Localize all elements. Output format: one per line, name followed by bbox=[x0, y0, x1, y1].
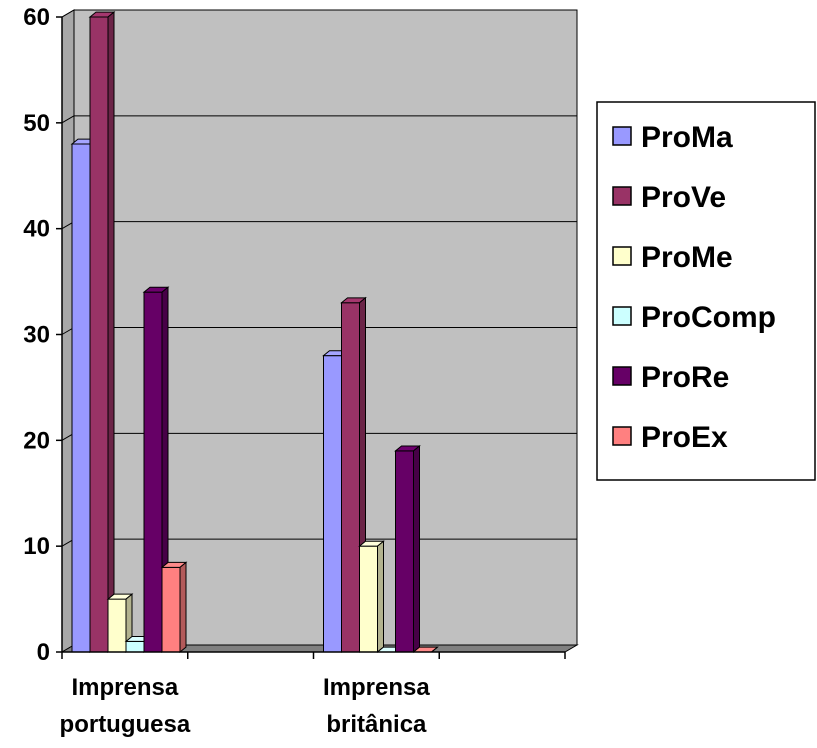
legend-swatch-ProVe bbox=[612, 186, 632, 206]
bar-side bbox=[431, 646, 438, 653]
y-tick-label: 30 bbox=[23, 322, 50, 349]
gridline-side bbox=[61, 9, 75, 18]
bar-front bbox=[143, 291, 163, 653]
bar-front bbox=[125, 640, 145, 653]
x-category-label: Imprensa portuguesa bbox=[60, 674, 191, 738]
bar-front bbox=[359, 545, 378, 653]
x-category-label: Imprensa britânica bbox=[323, 674, 430, 738]
legend-label-ProVe: ProVe bbox=[641, 181, 726, 214]
legend-swatch-ProEx bbox=[612, 426, 632, 446]
legend: ProMa ProVe ProMe ProComp ProRe ProEx bbox=[596, 101, 816, 481]
legend-label-ProComp: ProComp bbox=[641, 301, 776, 334]
bar-front bbox=[89, 16, 109, 653]
y-tick-label: 50 bbox=[23, 110, 50, 137]
legend-label-ProMe: ProMe bbox=[641, 241, 733, 274]
bar-side bbox=[107, 11, 115, 654]
bar-ProVe-0 bbox=[88, 11, 116, 654]
legend-swatch-ProRe bbox=[612, 366, 632, 386]
bar-side bbox=[179, 561, 187, 654]
bar-ProRe-1 bbox=[394, 444, 421, 654]
legend-box bbox=[596, 101, 816, 481]
y-tick-label: 20 bbox=[23, 427, 50, 454]
legend-swatch-ProComp bbox=[612, 306, 632, 326]
gridline-side bbox=[61, 115, 75, 124]
y-tick-label: 0 bbox=[37, 639, 50, 666]
bar-ProMe-1 bbox=[358, 540, 385, 654]
bar-side bbox=[377, 540, 384, 654]
bar-side bbox=[413, 444, 420, 654]
bar-front bbox=[341, 302, 360, 653]
legend-label-ProMa: ProMa bbox=[641, 121, 733, 154]
legend-swatch-ProMa bbox=[612, 126, 632, 146]
bar-ProMe-0 bbox=[106, 593, 134, 654]
axes-group: 0 10 20 30 40 50 60 Imprensa portuguesa Imprensa b… bbox=[23, 4, 566, 738]
plot-area bbox=[60, 9, 579, 653]
y-tick-label: 40 bbox=[23, 216, 50, 243]
bar-front bbox=[161, 566, 181, 653]
bar-ProRe-0 bbox=[142, 286, 170, 654]
y-tick-label: 60 bbox=[23, 4, 50, 31]
bar-front bbox=[323, 355, 342, 653]
legend-label-ProRe: ProRe bbox=[641, 361, 729, 394]
y-tick-label: 10 bbox=[23, 533, 50, 560]
bars-group bbox=[70, 11, 439, 654]
legend-swatch-ProMe bbox=[612, 246, 632, 266]
bar-ProEx-0 bbox=[160, 561, 188, 654]
bar-front bbox=[107, 598, 127, 653]
legend-label-ProEx: ProEx bbox=[641, 421, 728, 454]
bar-front bbox=[395, 450, 414, 653]
bar-front bbox=[71, 143, 91, 653]
